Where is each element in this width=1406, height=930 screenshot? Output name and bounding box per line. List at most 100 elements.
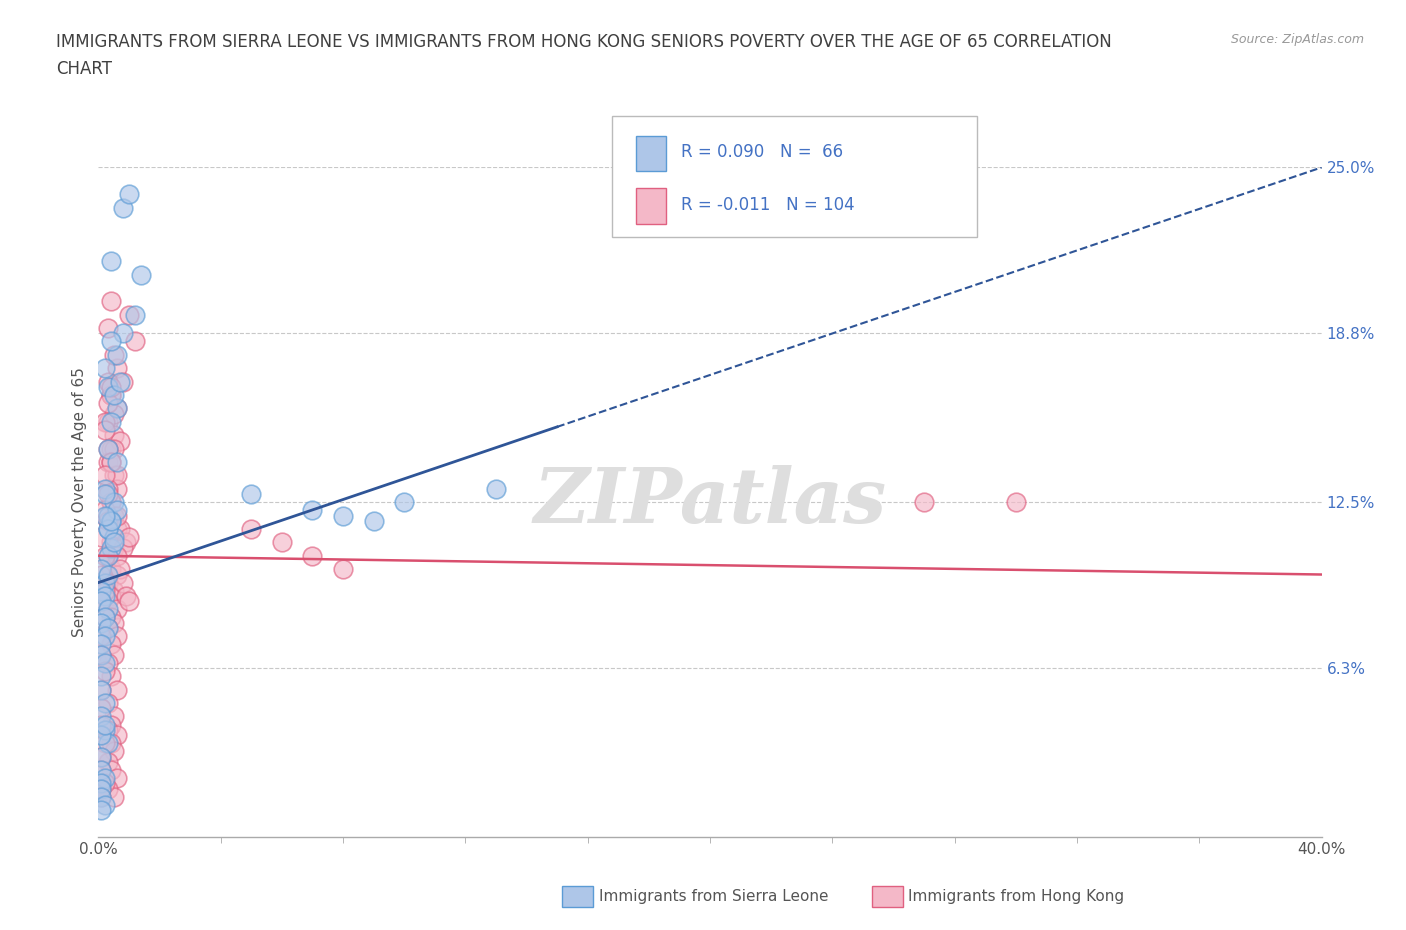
Point [100, 589, 122, 604]
Point [93, 610, 115, 625]
Point [105, 771, 128, 786]
Point [332, 508, 354, 523]
Point [103, 616, 125, 631]
Point [97, 415, 120, 430]
Point [97, 620, 120, 635]
Point [100, 455, 122, 470]
Point [105, 602, 128, 617]
Text: ZIPatlas: ZIPatlas [533, 465, 887, 539]
Point [93, 797, 115, 812]
Point [105, 468, 128, 483]
Point [111, 575, 134, 590]
Point [100, 294, 122, 309]
Point [90, 803, 112, 817]
Point [100, 736, 122, 751]
Point [105, 401, 128, 416]
Point [392, 495, 416, 510]
Point [90, 763, 112, 777]
Point [118, 187, 141, 202]
Point [90, 562, 112, 577]
Point [90, 567, 112, 582]
Point [105, 508, 128, 523]
Point [90, 790, 112, 804]
Point [105, 522, 128, 537]
Point [97, 513, 120, 528]
Point [93, 583, 115, 598]
Point [108, 522, 131, 537]
Point [100, 455, 122, 470]
Text: R = -0.011   N = 104: R = -0.011 N = 104 [681, 195, 853, 214]
Point [100, 254, 122, 269]
Point [100, 763, 122, 777]
Point [100, 610, 122, 625]
Point [90, 790, 112, 804]
Point [97, 508, 120, 523]
Point [90, 637, 112, 652]
Point [97, 594, 120, 609]
Point [93, 482, 115, 497]
Point [97, 482, 120, 497]
Point [111, 200, 134, 215]
Point [93, 422, 115, 437]
Point [103, 583, 125, 598]
Point [912, 495, 935, 510]
Point [93, 663, 115, 678]
Point [97, 696, 120, 711]
Text: Immigrants from Hong Kong: Immigrants from Hong Kong [908, 889, 1125, 904]
Point [97, 656, 120, 671]
Point [100, 441, 122, 456]
Point [301, 549, 323, 564]
Point [108, 562, 131, 577]
Point [97, 513, 120, 528]
Point [97, 379, 120, 394]
Point [100, 495, 122, 510]
Point [97, 549, 120, 564]
Point [103, 744, 125, 759]
Point [90, 776, 112, 790]
Point [105, 683, 128, 698]
Point [93, 771, 115, 786]
Point [100, 669, 122, 684]
Point [105, 629, 128, 644]
Point [90, 781, 112, 796]
Point [100, 637, 122, 652]
Point [90, 647, 112, 662]
Point [90, 763, 112, 777]
Point [93, 549, 115, 564]
Point [97, 567, 120, 582]
Point [103, 428, 125, 443]
Point [97, 321, 120, 336]
Point [100, 535, 122, 550]
Text: CHART: CHART [56, 60, 112, 78]
Point [301, 503, 323, 518]
Point [97, 754, 120, 769]
Point [103, 441, 125, 456]
Point [93, 575, 115, 590]
Point [332, 562, 354, 577]
Point [100, 562, 122, 577]
Point [100, 513, 122, 528]
Point [93, 589, 115, 604]
Point [100, 495, 122, 510]
Point [124, 307, 146, 322]
Point [97, 455, 120, 470]
Point [93, 610, 115, 625]
Point [118, 594, 141, 609]
Point [100, 334, 122, 349]
Point [240, 522, 263, 537]
Point [93, 723, 115, 737]
Point [97, 522, 120, 537]
Point [93, 486, 115, 501]
Point [103, 540, 125, 555]
Text: Immigrants from Sierra Leone: Immigrants from Sierra Leone [599, 889, 828, 904]
Point [100, 415, 122, 430]
Point [90, 647, 112, 662]
Point [90, 529, 112, 544]
Point [100, 388, 122, 403]
Point [100, 513, 122, 528]
Point [93, 415, 115, 430]
Text: Source: ZipAtlas.com: Source: ZipAtlas.com [1230, 33, 1364, 46]
Point [103, 508, 125, 523]
Point [118, 307, 141, 322]
Point [90, 750, 112, 764]
